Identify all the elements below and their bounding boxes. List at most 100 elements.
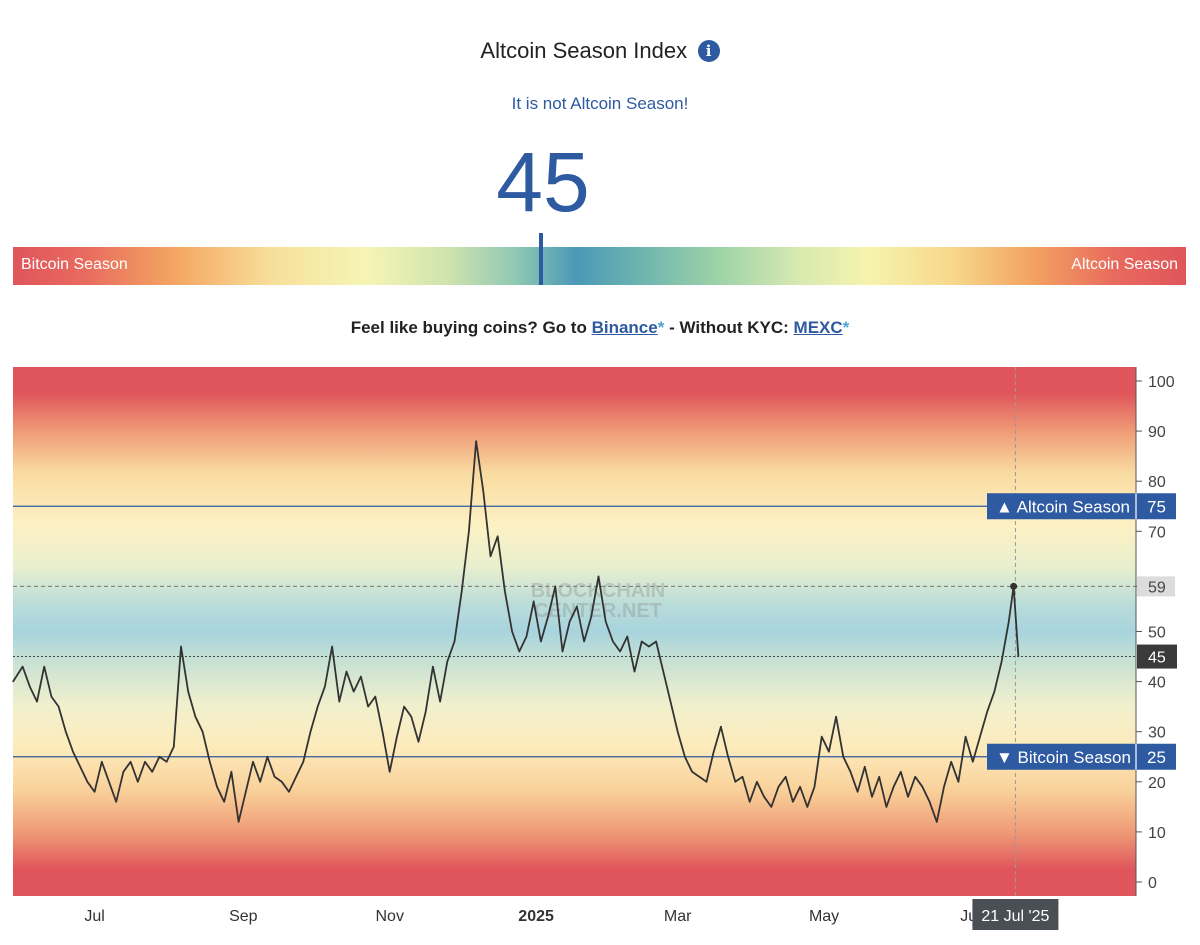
data-point bbox=[893, 786, 895, 788]
gauge-left-label: Bitcoin Season bbox=[21, 256, 128, 273]
threshold-label: ▲ Altcoin Season bbox=[996, 497, 1130, 516]
y-tick-label: 40 bbox=[1148, 675, 1166, 692]
data-point bbox=[936, 821, 938, 823]
data-point bbox=[288, 791, 290, 793]
data-point bbox=[122, 771, 124, 773]
y-tick-label: 20 bbox=[1148, 775, 1166, 792]
data-point bbox=[713, 751, 715, 753]
current-value-label: 45 bbox=[1148, 650, 1166, 667]
data-point bbox=[900, 771, 902, 773]
data-point bbox=[799, 786, 801, 788]
data-point bbox=[417, 741, 420, 743]
data-point bbox=[950, 761, 952, 763]
data-point bbox=[749, 801, 751, 803]
data-point bbox=[194, 716, 196, 718]
data-point bbox=[669, 701, 672, 703]
data-point bbox=[835, 716, 837, 718]
data-point bbox=[230, 771, 232, 773]
x-tick-label: Sep bbox=[229, 908, 258, 925]
data-point bbox=[237, 821, 240, 823]
current-date-bg bbox=[972, 899, 1059, 930]
info-icon[interactable]: i bbox=[697, 40, 720, 62]
data-point bbox=[396, 736, 398, 738]
data-point bbox=[921, 786, 924, 788]
data-point bbox=[360, 675, 362, 678]
chart-marks bbox=[12, 440, 1020, 823]
data-point bbox=[1001, 660, 1003, 663]
data-point bbox=[518, 650, 520, 653]
season-gauge: Bitcoin Season Altcoin Season bbox=[13, 233, 1186, 285]
y-tick-label: 80 bbox=[1148, 474, 1166, 491]
data-point bbox=[965, 736, 967, 738]
data-point bbox=[907, 796, 909, 798]
data-point bbox=[720, 726, 722, 728]
index-value: 45 bbox=[496, 135, 590, 229]
binance-link[interactable]: Binance bbox=[591, 318, 658, 337]
y-axis: 0 10 20 30 40 50 59 70 80 90 100 bbox=[1135, 367, 1175, 896]
current-value-bg bbox=[1137, 644, 1177, 669]
promo-text: Feel like buying coins? Go to Binance* -… bbox=[0, 318, 1200, 338]
data-point bbox=[871, 796, 873, 798]
data-point bbox=[151, 771, 153, 773]
data-point bbox=[734, 781, 736, 783]
x-tick-label: Mar bbox=[664, 908, 692, 925]
y-tick-label: 59 bbox=[1148, 579, 1166, 596]
data-point bbox=[79, 766, 81, 768]
x-axis: Jul Sep Nov 2025 Mar May Jul bbox=[84, 908, 980, 925]
data-point bbox=[792, 801, 794, 803]
data-point bbox=[345, 670, 348, 673]
data-point bbox=[331, 645, 333, 648]
data-point bbox=[374, 696, 376, 698]
data-point bbox=[590, 615, 592, 618]
data-point bbox=[655, 640, 657, 643]
data-point bbox=[43, 665, 45, 668]
data-point bbox=[12, 681, 14, 683]
data-point bbox=[259, 781, 261, 783]
data-point bbox=[158, 756, 160, 758]
data-point bbox=[849, 771, 852, 773]
gauge-marker bbox=[538, 233, 543, 285]
data-point bbox=[547, 615, 549, 618]
data-point bbox=[806, 806, 808, 808]
data-point bbox=[878, 776, 880, 778]
data-point bbox=[619, 650, 621, 653]
threshold-value: 25 bbox=[1147, 748, 1166, 767]
data-point bbox=[461, 590, 463, 593]
data-point bbox=[381, 731, 384, 733]
y-tick-label: 0 bbox=[1148, 875, 1157, 892]
x-tick-label: 2025 bbox=[518, 908, 554, 925]
data-point bbox=[943, 786, 945, 788]
data-point bbox=[741, 776, 744, 778]
data-point bbox=[554, 585, 556, 588]
data-point bbox=[979, 736, 981, 738]
axis-background bbox=[13, 896, 1136, 930]
y-tick-label: 50 bbox=[1148, 625, 1166, 642]
data-point bbox=[626, 635, 628, 638]
data-point bbox=[885, 806, 888, 808]
data-point bbox=[583, 640, 585, 643]
data-point bbox=[21, 665, 24, 668]
mexc-link[interactable]: MEXC bbox=[793, 318, 843, 337]
y-tick-label: 90 bbox=[1148, 424, 1166, 441]
data-point bbox=[353, 691, 355, 693]
data-point bbox=[605, 620, 607, 623]
data-point bbox=[432, 665, 434, 668]
data-point bbox=[101, 761, 103, 763]
threshold-label: ▼ Bitcoin Season bbox=[996, 748, 1131, 767]
data-point bbox=[129, 761, 132, 763]
data-point bbox=[439, 701, 441, 703]
data-point bbox=[29, 686, 31, 688]
data-point bbox=[446, 660, 448, 663]
promo-middle: - Without KYC: bbox=[664, 318, 794, 337]
plot-background bbox=[13, 367, 1136, 896]
y-tick-label: 30 bbox=[1148, 725, 1166, 742]
data-point bbox=[540, 640, 542, 643]
data-point bbox=[86, 781, 88, 783]
data-point bbox=[633, 670, 636, 673]
data-point bbox=[914, 776, 916, 778]
data-point bbox=[1008, 620, 1010, 623]
data-point bbox=[785, 776, 787, 778]
data-point bbox=[648, 645, 650, 648]
y-tick-label: 70 bbox=[1148, 524, 1166, 541]
